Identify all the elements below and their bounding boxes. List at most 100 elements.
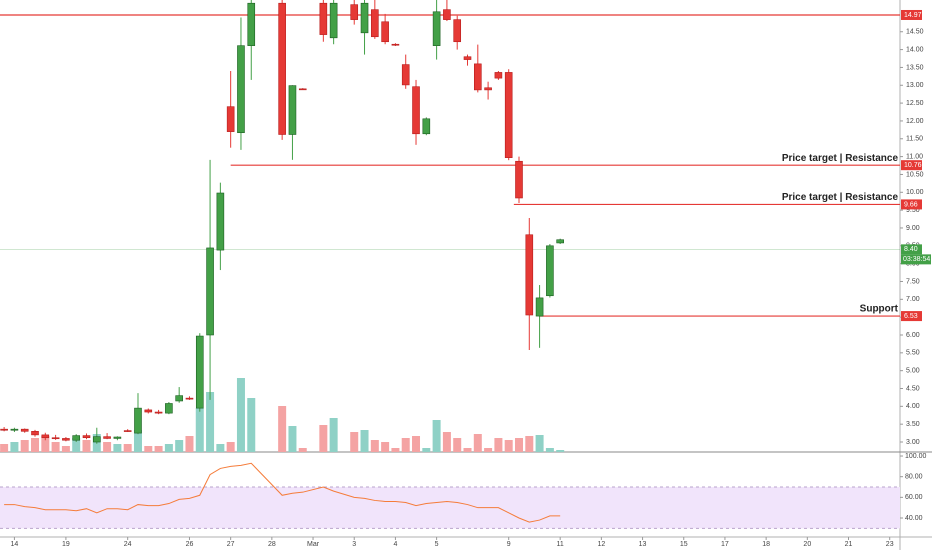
x-tick-label: 5 — [435, 541, 439, 548]
volume-bar — [195, 408, 204, 452]
volume-bar — [329, 418, 338, 452]
level-note: Support — [860, 304, 899, 315]
candle-body — [494, 72, 503, 79]
candle-body — [185, 397, 194, 400]
volume-bar — [278, 406, 287, 452]
volume-bar — [494, 438, 503, 452]
candle-body — [144, 409, 153, 413]
price-label: 9.66 — [904, 201, 918, 208]
candle-body — [474, 63, 482, 91]
candle-body — [278, 2, 286, 135]
candle-body — [195, 335, 204, 409]
y-tick-label: 11.00 — [906, 153, 923, 160]
volume-bar — [72, 438, 81, 452]
volume-bar — [319, 425, 328, 452]
rsi-tick-label: 60.00 — [905, 494, 923, 501]
candle-body — [504, 72, 513, 158]
volume-bar — [31, 438, 40, 452]
candle-body — [422, 118, 431, 135]
volume-bar — [226, 442, 235, 452]
y-tick-label: 7.50 — [906, 278, 920, 285]
y-tick-label: 9.00 — [906, 225, 920, 232]
volume-bar — [61, 446, 70, 452]
y-tick-label: 14.00 — [906, 46, 924, 53]
candle-body — [319, 2, 328, 35]
volume-bar — [504, 440, 513, 452]
rsi-tick-label: 100.00 — [905, 453, 927, 460]
volume-bar — [422, 448, 431, 452]
volume-bar — [82, 440, 91, 452]
rsi-band — [0, 487, 900, 529]
candle-body — [175, 395, 183, 402]
y-tick-label: 12.00 — [906, 118, 924, 125]
x-tick-label: 15 — [680, 541, 688, 548]
candle-body — [525, 234, 534, 316]
x-tick-label: 17 — [721, 541, 729, 548]
candle-body — [206, 247, 214, 336]
volume-bar — [412, 436, 421, 452]
candle-body — [216, 192, 225, 251]
candle-body — [350, 4, 359, 20]
candle-body — [41, 434, 50, 439]
volume-bar — [535, 435, 544, 452]
y-tick-label: 11.50 — [906, 136, 923, 143]
x-tick-label: 3 — [352, 541, 356, 548]
y-tick-label: 7.00 — [906, 296, 920, 303]
volume-bar — [401, 438, 410, 452]
candle-body — [463, 56, 472, 60]
candle-body — [535, 297, 544, 317]
volume-bar — [10, 442, 19, 452]
candle-body — [92, 436, 101, 443]
candle-body — [134, 407, 142, 434]
volume-bar — [391, 448, 400, 452]
volume-bar — [288, 426, 297, 452]
volume-bar — [51, 442, 60, 452]
volume-bar — [463, 448, 472, 452]
x-tick-label: 27 — [227, 541, 235, 548]
candle-body — [515, 160, 523, 199]
y-tick-label: 3.00 — [906, 439, 920, 446]
x-tick-label: 20 — [803, 541, 811, 548]
candle-body — [432, 11, 441, 46]
price-label-box — [901, 311, 922, 322]
candle-body — [0, 428, 8, 431]
volume-bar — [175, 440, 184, 452]
countdown: 03:38:54 — [903, 256, 930, 263]
candle-body — [123, 430, 132, 432]
volume-bar — [0, 444, 9, 452]
y-tick-label: 5.50 — [906, 350, 920, 357]
volume-bar — [556, 450, 565, 452]
candle-body — [371, 9, 379, 38]
y-tick-label: 10.00 — [906, 189, 924, 196]
volume-bar — [123, 444, 132, 452]
candle-body — [72, 435, 81, 441]
rsi-line — [4, 462, 561, 523]
candle-body — [247, 2, 256, 46]
volume-bar — [484, 448, 493, 452]
volume-bar — [164, 444, 173, 452]
candle-body — [103, 436, 111, 439]
x-tick-label: 28 — [268, 541, 276, 548]
volume-bar — [514, 438, 523, 452]
volume-bar — [103, 442, 112, 452]
candle-body — [154, 411, 163, 414]
y-tick-label: 4.00 — [906, 403, 920, 410]
candle-body — [10, 428, 19, 431]
y-tick-label: 9.50 — [906, 207, 920, 214]
volume-bar — [206, 392, 215, 452]
candle-body — [546, 245, 554, 297]
price-label: 14.97 — [904, 12, 922, 19]
price-label-box — [901, 160, 922, 171]
price-label-box — [901, 199, 922, 210]
y-tick-label: 4.50 — [906, 385, 920, 392]
y-tick-label: 13.00 — [906, 82, 924, 89]
candle-body — [62, 438, 70, 441]
volume-bar — [350, 432, 359, 452]
candle-body — [484, 87, 492, 91]
x-tick-label: 23 — [886, 541, 894, 548]
candle-body — [298, 88, 307, 91]
x-tick-label: 19 — [62, 541, 70, 548]
x-tick-label: 14 — [11, 541, 19, 548]
candle-body — [360, 2, 369, 34]
y-tick-label: 6.00 — [906, 332, 920, 339]
